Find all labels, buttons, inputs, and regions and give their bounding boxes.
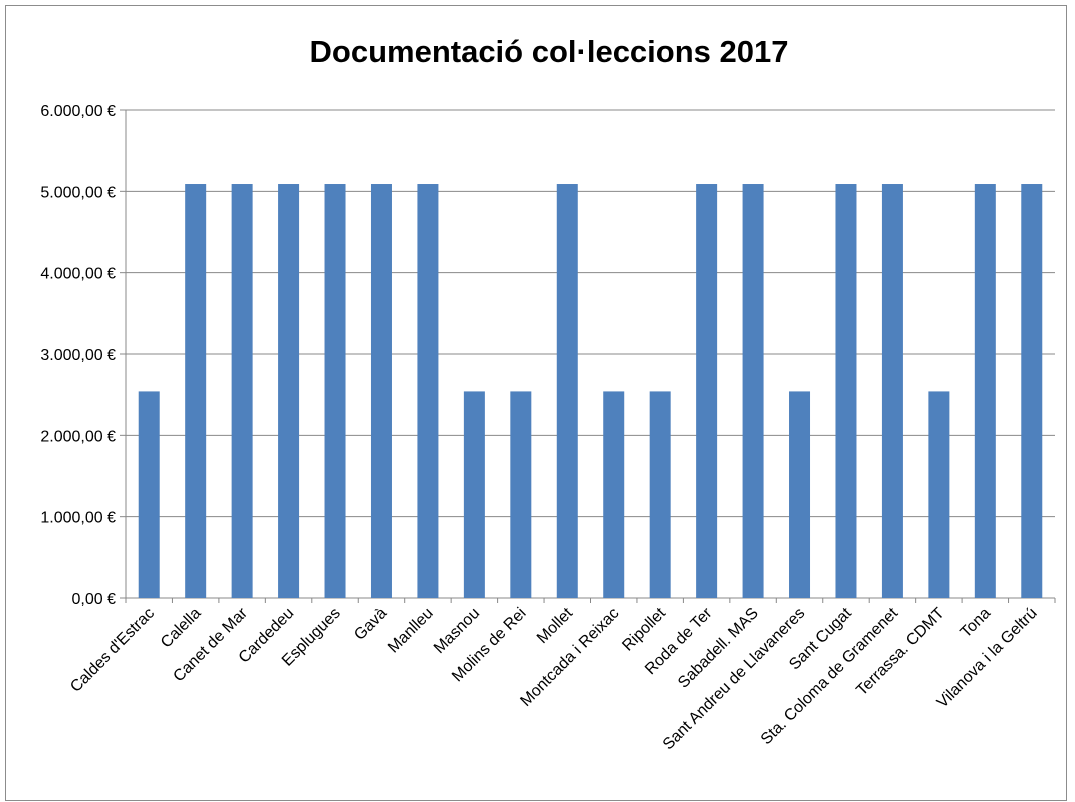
- y-tick-label: 0,00 €: [72, 591, 117, 608]
- bar: [138, 391, 160, 598]
- bar: [742, 184, 764, 598]
- bar: [278, 184, 300, 598]
- bar: [974, 184, 996, 598]
- x-tick-label: Terrassa. CDMT: [853, 605, 948, 700]
- bar: [649, 391, 671, 598]
- bar: [928, 391, 950, 598]
- bar: [556, 184, 578, 598]
- gridlines: [126, 109, 1055, 518]
- bar: [1021, 184, 1043, 598]
- bar: [510, 391, 532, 598]
- y-axis-ticks: 0,00 € 1.000,00 € 2.000,00 € 3.000,00 € 4.00…: [40, 103, 126, 608]
- x-tick-label: Gavà: [351, 605, 390, 644]
- bar: [603, 391, 625, 598]
- bars: [138, 184, 1043, 598]
- y-tick-label: 5.000,00 €: [40, 184, 116, 201]
- bar: [231, 184, 253, 598]
- bar: [789, 391, 811, 598]
- x-tick-label: Sabadell. MAS: [675, 605, 762, 692]
- bar: [835, 184, 857, 598]
- bar: [324, 184, 346, 598]
- bar: [696, 184, 718, 598]
- y-tick-label: 3.000,00 €: [40, 347, 116, 364]
- x-tick-label: Calella: [158, 605, 205, 652]
- x-tick-label: Tona: [958, 605, 995, 642]
- bar: [370, 184, 392, 598]
- bar: [185, 184, 207, 598]
- y-tick-label: 6.000,00 €: [40, 103, 116, 120]
- x-tick-label: Mollet: [534, 604, 577, 647]
- x-tick-label: Manlleu: [385, 605, 437, 657]
- bar: [881, 184, 903, 598]
- y-tick-label: 1.000,00 €: [40, 510, 116, 527]
- y-tick-label: 4.000,00 €: [40, 266, 116, 283]
- bar: [463, 391, 485, 598]
- chart-title: Documentació col·leccions 2017: [310, 34, 789, 69]
- y-tick-label: 2.000,00 €: [40, 428, 116, 445]
- x-tick-label: Caldes d'Estrac: [67, 605, 158, 696]
- bar: [417, 184, 439, 598]
